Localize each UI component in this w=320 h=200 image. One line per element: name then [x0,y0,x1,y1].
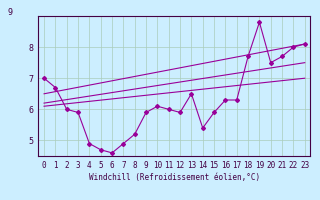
Text: 9: 9 [8,8,13,17]
X-axis label: Windchill (Refroidissement éolien,°C): Windchill (Refroidissement éolien,°C) [89,173,260,182]
